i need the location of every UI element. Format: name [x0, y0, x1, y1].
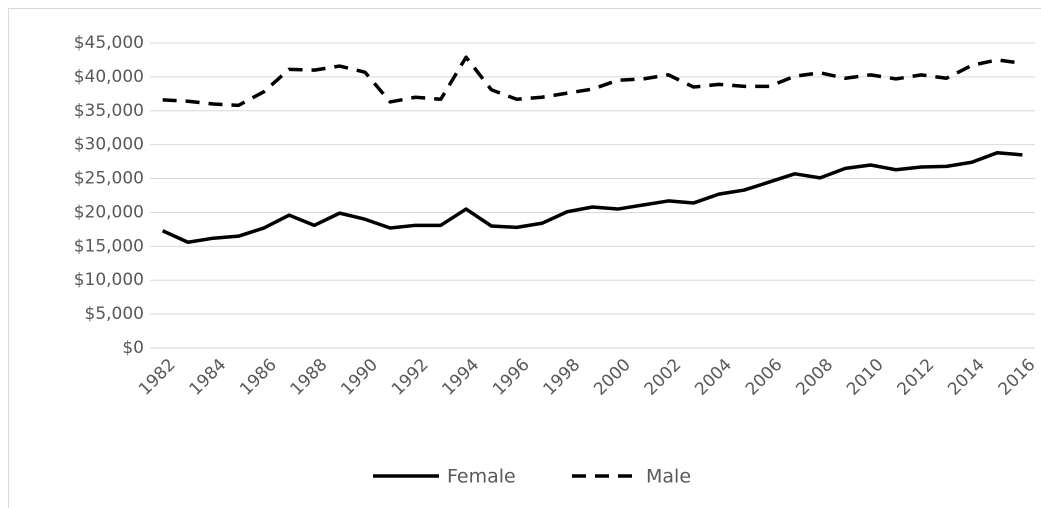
series-line — [161, 151, 1023, 245]
y-tick-label: $0 — [122, 338, 144, 358]
x-tick-label: 2002 — [641, 355, 686, 400]
x-tick-label: 2012 — [894, 355, 939, 400]
y-tick-label: $25,000 — [74, 169, 144, 189]
x-tick-label: 2016 — [995, 355, 1040, 400]
x-tick-label: 1982 — [135, 355, 180, 400]
x-tick-label: 2000 — [590, 355, 635, 400]
x-tick-label: 2006 — [742, 355, 787, 400]
x-tick-label: 2014 — [944, 355, 989, 400]
x-tick-label: 1984 — [186, 355, 231, 400]
x-tick-label: 1994 — [438, 355, 483, 400]
x-tick-label: 1986 — [236, 355, 281, 400]
y-tick-label: $10,000 — [74, 270, 144, 290]
series-line — [162, 55, 1023, 108]
x-tick-label: 2010 — [843, 355, 888, 400]
y-tick-label: $40,000 — [74, 67, 144, 87]
legend: Female Male — [373, 466, 691, 488]
legend-label: Male — [646, 466, 691, 488]
y-tick-label: $5,000 — [85, 304, 144, 324]
x-tick-label: 1988 — [287, 355, 332, 400]
x-tick-label: 2004 — [691, 355, 736, 400]
y-tick-label: $45,000 — [74, 33, 144, 53]
x-tick-label: 1990 — [337, 355, 382, 400]
y-tick-label: $15,000 — [74, 236, 144, 256]
y-tick-label: $35,000 — [74, 101, 144, 121]
x-tick-label: 1996 — [489, 355, 534, 400]
legend-label: Female — [447, 466, 516, 488]
x-tick-label: 2008 — [792, 355, 837, 400]
y-tick-label: $30,000 — [74, 135, 144, 155]
chart-frame — [8, 8, 1041, 508]
x-tick-label: 1998 — [540, 355, 585, 400]
y-tick-label: $20,000 — [74, 202, 144, 222]
x-tick-label: 1992 — [388, 355, 433, 400]
